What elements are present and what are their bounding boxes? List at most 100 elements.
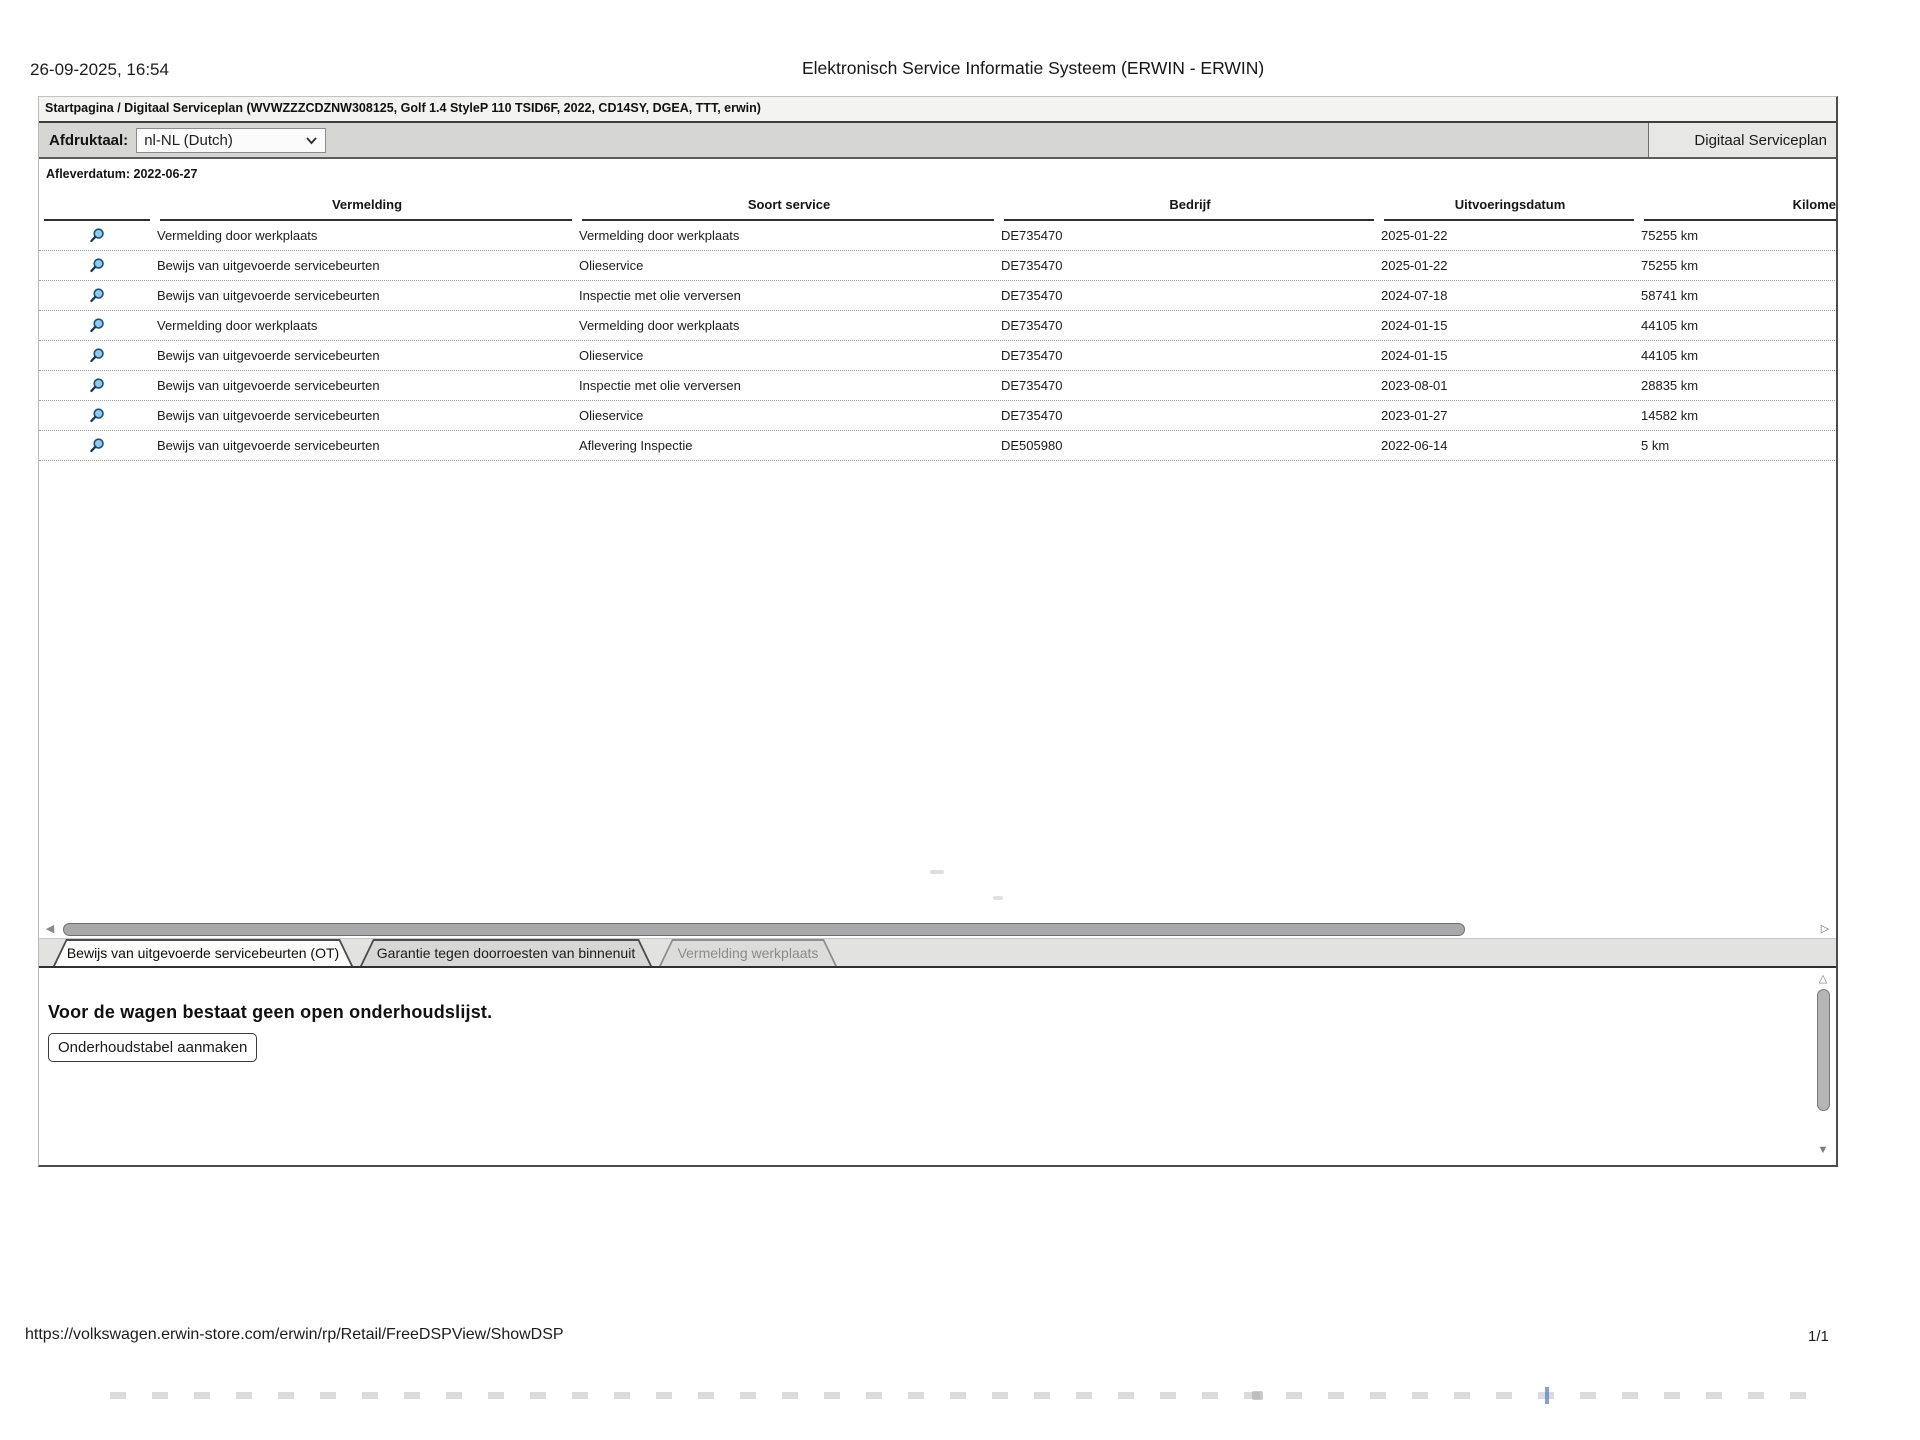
cell-km: 44105 km: [1641, 318, 1699, 333]
table-row: Bewijs van uitgevoerde servicebeurten Ol…: [39, 341, 1836, 371]
create-maintenance-table-button[interactable]: Onderhoudstabel aanmaken: [48, 1033, 258, 1062]
cell-km: 75255 km: [1641, 228, 1699, 243]
cell-soort: Olieservice: [579, 408, 644, 423]
vertical-scrollbar[interactable]: △ ▼: [1815, 974, 1831, 1157]
header-datum-label: Uitvoeringsdatum: [1454, 196, 1566, 212]
cell-vermelding: Vermelding door werkplaats: [157, 228, 318, 243]
header-vermelding-label: Vermelding: [331, 196, 403, 212]
magnifier-icon[interactable]: [87, 256, 107, 276]
magnifier-icon[interactable]: [87, 286, 107, 306]
tab-fill: [362, 941, 650, 966]
header-bedrijf: Bedrijf: [999, 187, 1379, 221]
serviceplan-panel: Startpagina / Digitaal Serviceplan (WVWZ…: [38, 96, 1838, 1167]
cell-vermelding: Bewijs van uitgevoerde servicebeurten: [157, 258, 380, 273]
header-kilometerstand: Kilometerstand: [1639, 187, 1836, 221]
header-vermelding: Vermelding: [155, 187, 577, 221]
tab-garantie-doorroesten[interactable]: Garantie tegen doorroesten van binnenuit: [360, 939, 652, 966]
panel-content: Afleverdatum: 2022-06-27 Vermelding Soor…: [39, 159, 1836, 1165]
table-row: Bewijs van uitgevoerde servicebeurten In…: [39, 281, 1836, 311]
panel-title: Digitaal Serviceplan: [1648, 123, 1836, 157]
scroll-up-icon[interactable]: △: [1818, 973, 1828, 985]
cell-soort: Olieservice: [579, 348, 644, 363]
table-header-row: Vermelding Soort service Bedrijf Uitvoer…: [39, 187, 1836, 221]
cell-vermelding: Bewijs van uitgevoerde servicebeurten: [157, 288, 380, 303]
toolbar: Afdruktaal: nl-NL (Dutch) Digitaal Servi…: [39, 123, 1836, 159]
cell-km: 14582 km: [1641, 408, 1699, 423]
print-language-select[interactable]: nl-NL (Dutch): [136, 127, 327, 153]
magnifier-icon[interactable]: [87, 226, 107, 246]
header-icon-col: [39, 187, 155, 221]
table-row: Vermelding door werkplaats Vermelding do…: [39, 311, 1836, 341]
tab-strip: Bewijs van uitgevoerde servicebeurten (O…: [39, 938, 1836, 968]
tab-fill: [661, 941, 835, 966]
tab-fill: [55, 941, 351, 966]
table-row: Vermelding door werkplaats Vermelding do…: [39, 221, 1836, 251]
cell-soort: Vermelding door werkplaats: [579, 318, 740, 333]
chevron-down-icon: [305, 132, 318, 149]
no-open-list-heading: Voor de wagen bestaat geen open onderhou…: [48, 1002, 493, 1022]
cell-soort: Inspectie met olie verversen: [579, 378, 741, 393]
page-title: Elektronisch Service Informatie Systeem …: [802, 58, 1265, 78]
vertical-scroll-track[interactable]: [1816, 989, 1830, 1142]
print-language-label: Afdruktaal:: [49, 131, 129, 149]
cell-datum: 2023-01-27: [1381, 408, 1448, 423]
vertical-scroll-thumb[interactable]: [1816, 989, 1830, 1112]
header-underline: [1384, 218, 1634, 221]
open-maintenance-pane: Voor de wagen bestaat geen open onderhou…: [39, 968, 1836, 1165]
scroll-right-icon[interactable]: ▷: [1820, 923, 1830, 935]
scan-artifact: [993, 896, 1003, 900]
header-km-label: Kilometerstand: [1792, 196, 1836, 212]
service-table: Vermelding Soort service Bedrijf Uitvoer…: [39, 187, 1836, 461]
table-row: Bewijs van uitgevoerde servicebeurten Af…: [39, 431, 1836, 461]
cell-soort: Aflevering Inspectie: [579, 438, 693, 453]
scan-artifact: [1545, 1387, 1549, 1404]
breadcrumb[interactable]: Startpagina / Digitaal Serviceplan (WVWZ…: [39, 97, 1836, 123]
print-timestamp: 26-09-2025, 16:54: [30, 60, 169, 79]
cell-bedrijf: DE735470: [1001, 228, 1063, 243]
cell-datum: 2024-01-15: [1381, 318, 1448, 333]
cell-km: 28835 km: [1641, 378, 1699, 393]
tab-vermelding-werkplaats[interactable]: Vermelding werkplaats: [659, 939, 837, 966]
print-language-value: nl-NL (Dutch): [144, 131, 233, 149]
magnifier-icon[interactable]: [87, 436, 107, 456]
tab-label: Vermelding werkplaats: [677, 944, 819, 961]
cell-km: 44105 km: [1641, 348, 1699, 363]
header-underline: [582, 218, 994, 221]
cell-datum: 2022-06-14: [1381, 438, 1448, 453]
table-row: Bewijs van uitgevoerde servicebeurten Ol…: [39, 251, 1836, 281]
cell-bedrijf: DE505980: [1001, 438, 1063, 453]
cell-bedrijf: DE735470: [1001, 288, 1063, 303]
cell-soort: Olieservice: [579, 258, 644, 273]
delivery-date-label: Afleverdatum: 2022-06-27: [46, 167, 198, 181]
scroll-down-icon[interactable]: ▼: [1817, 1144, 1829, 1156]
magnifier-icon[interactable]: [87, 406, 107, 426]
cell-bedrijf: DE735470: [1001, 408, 1063, 423]
horizontal-scroll-track[interactable]: [61, 923, 1814, 936]
cell-vermelding: Bewijs van uitgevoerde servicebeurten: [157, 438, 380, 453]
horizontal-scroll-thumb[interactable]: [63, 923, 1466, 936]
scan-artifact: [930, 870, 944, 874]
cell-datum: 2023-08-01: [1381, 378, 1448, 393]
magnifier-icon[interactable]: [87, 376, 107, 396]
magnifier-icon[interactable]: [87, 316, 107, 336]
table-row: Bewijs van uitgevoerde servicebeurten Ol…: [39, 401, 1836, 431]
tab-label: Garantie tegen doorroesten van binnenuit: [376, 944, 636, 961]
horizontal-scrollbar[interactable]: ◀ ▷: [39, 921, 1836, 938]
scan-artifact: [110, 1392, 1810, 1399]
cell-bedrijf: DE735470: [1001, 258, 1063, 273]
cell-km: 58741 km: [1641, 288, 1699, 303]
scroll-left-icon[interactable]: ◀: [45, 923, 55, 935]
magnifier-icon[interactable]: [87, 346, 107, 366]
cell-datum: 2024-01-15: [1381, 348, 1448, 363]
cell-bedrijf: DE735470: [1001, 318, 1063, 333]
cell-datum: 2025-01-22: [1381, 258, 1448, 273]
service-table-viewport: Vermelding Soort service Bedrijf Uitvoer…: [39, 187, 1836, 921]
tab-bewijs-servicebeurten[interactable]: Bewijs van uitgevoerde servicebeurten (O…: [53, 939, 353, 966]
cell-datum: 2025-01-22: [1381, 228, 1448, 243]
header-underline: [1644, 218, 1836, 221]
table-row: Bewijs van uitgevoerde servicebeurten In…: [39, 371, 1836, 401]
header-underline: [160, 218, 572, 221]
header-underline: [1004, 218, 1374, 221]
scan-artifact: [1252, 1391, 1263, 1400]
cell-vermelding: Bewijs van uitgevoerde servicebeurten: [157, 408, 380, 423]
